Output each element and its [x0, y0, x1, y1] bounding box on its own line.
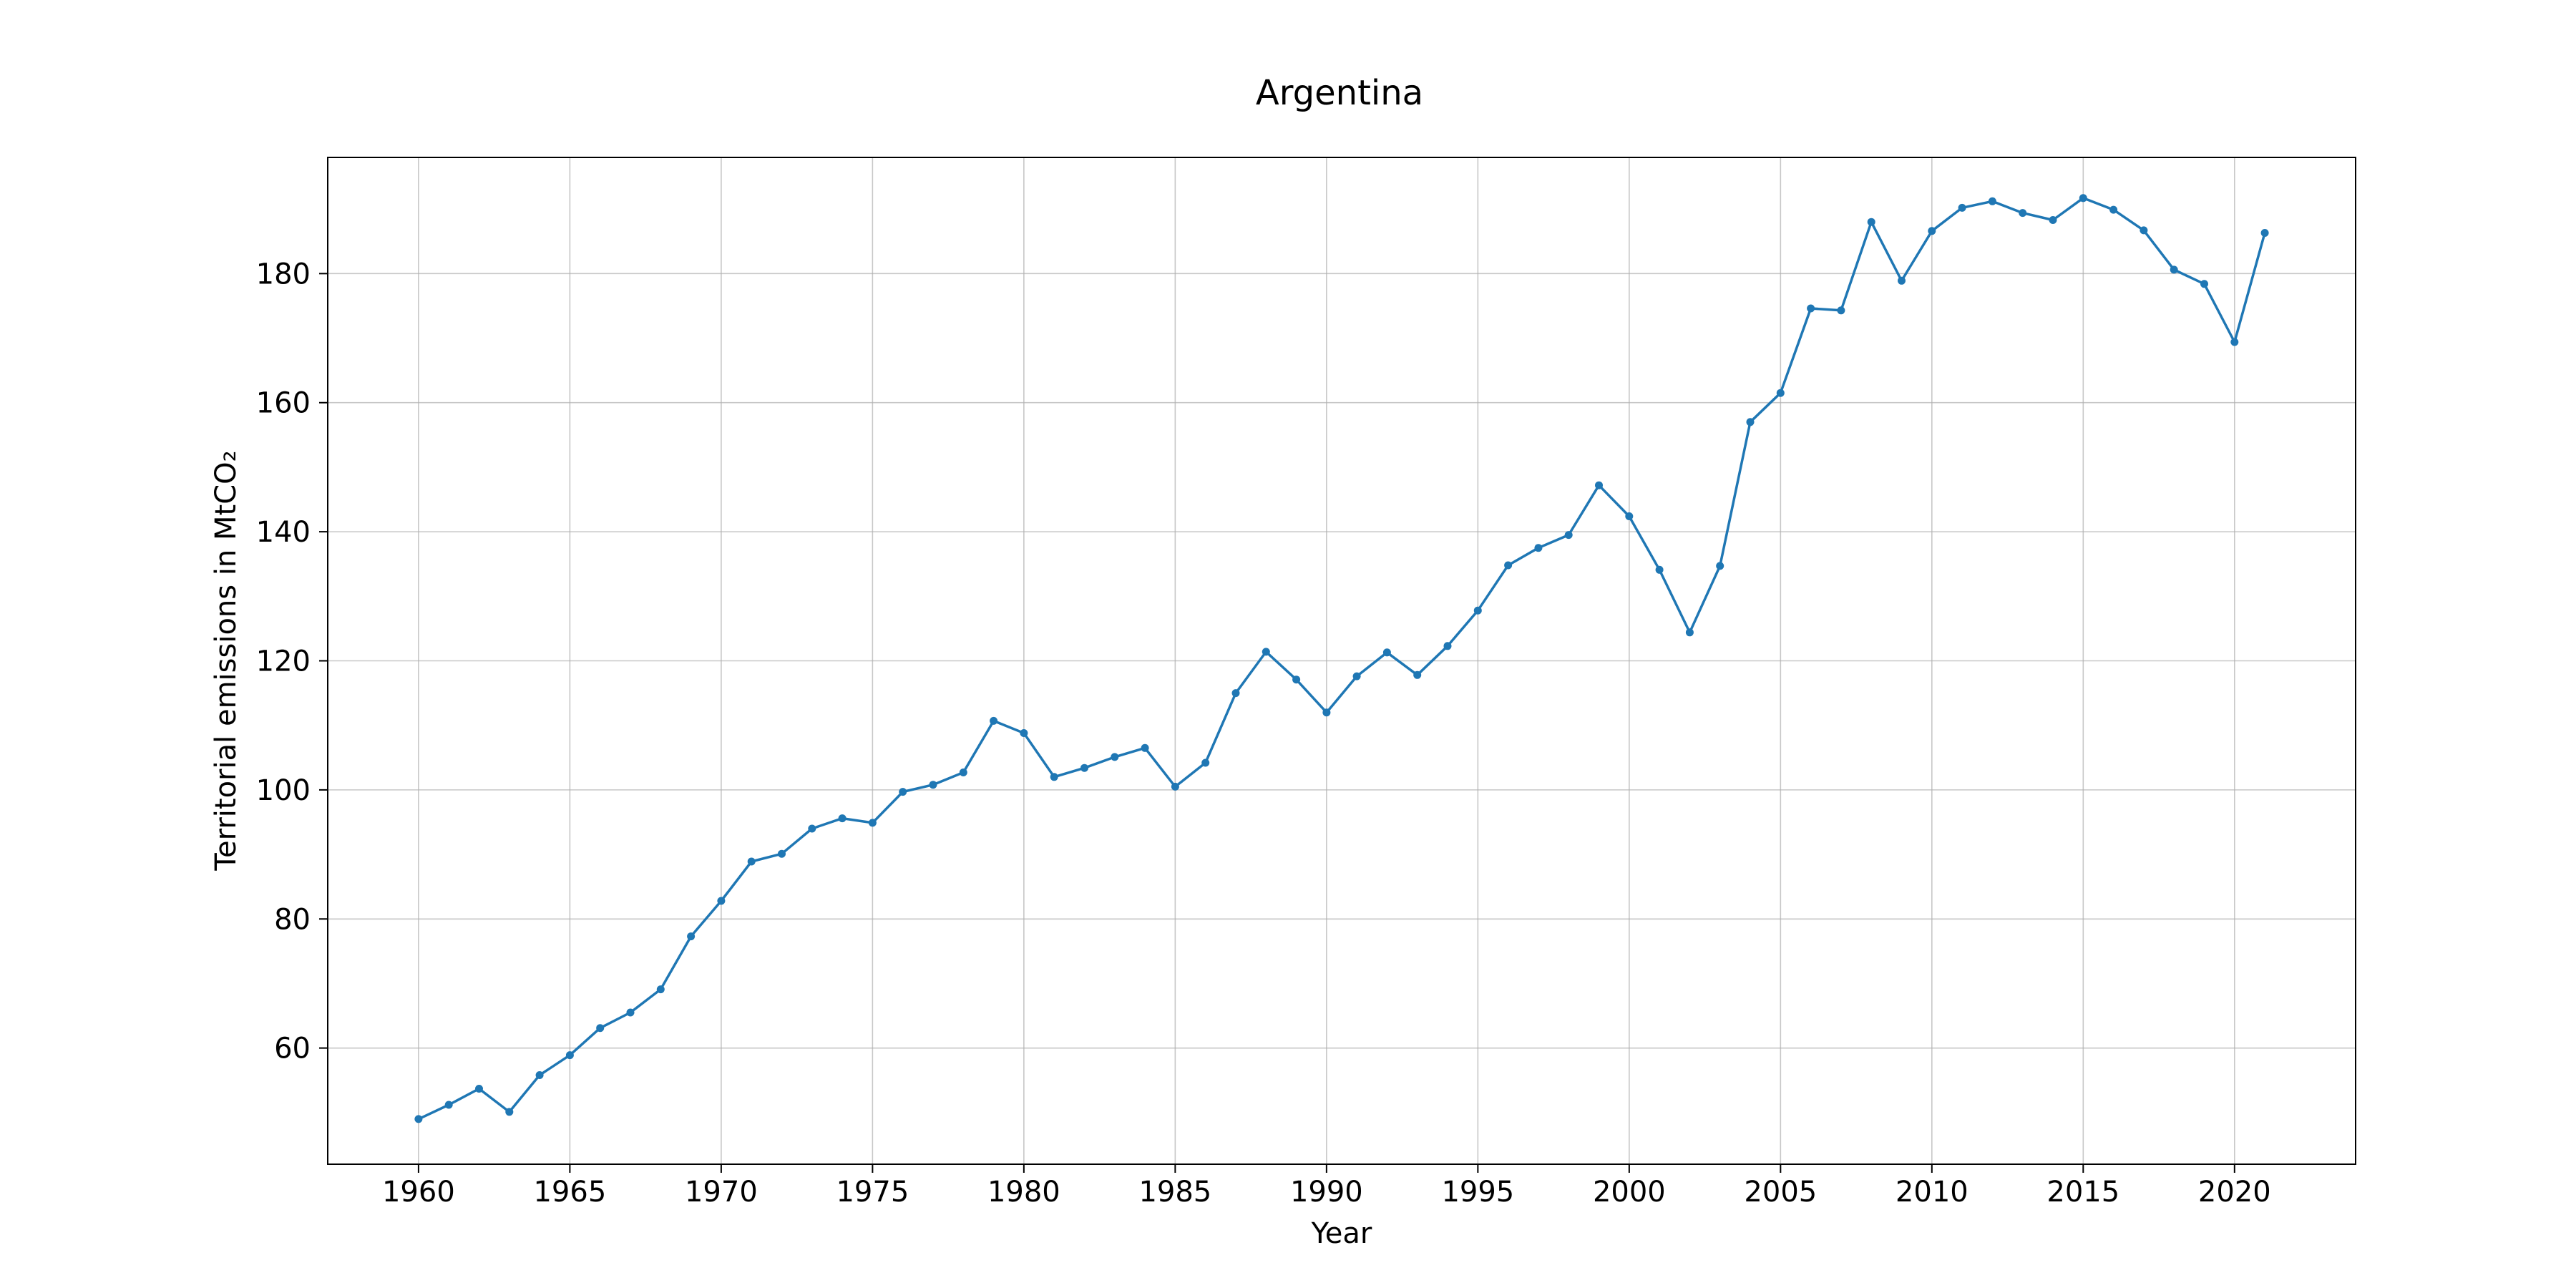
- data-point: [1322, 708, 1331, 717]
- x-tick-label: 1995: [1441, 1176, 1514, 1209]
- data-point: [1080, 763, 1088, 772]
- x-tick-label: 2010: [1896, 1176, 1968, 1209]
- y-tick-label: 180: [256, 258, 311, 291]
- data-point: [626, 1008, 635, 1017]
- data-point: [929, 781, 937, 789]
- chart-title: Argentina: [1256, 73, 1423, 113]
- data-point: [2079, 194, 2087, 203]
- data-point: [1231, 689, 1240, 698]
- data-point: [1564, 531, 1573, 540]
- data-point: [1292, 675, 1301, 684]
- x-tick-label: 1980: [987, 1176, 1060, 1209]
- data-point: [1898, 276, 1906, 285]
- data-point: [990, 716, 998, 725]
- x-tick-label: 1975: [836, 1176, 909, 1209]
- y-tick-label: 100: [256, 774, 311, 807]
- data-point: [656, 985, 665, 994]
- data-point: [1928, 227, 1936, 235]
- data-point: [1050, 773, 1058, 781]
- data-point: [1534, 544, 1543, 552]
- data-point: [1625, 512, 1634, 520]
- x-tick-label: 2015: [2046, 1176, 2119, 1209]
- data-point: [1111, 753, 1119, 761]
- data-point: [899, 788, 907, 796]
- data-point: [414, 1115, 423, 1123]
- data-point: [1352, 672, 1361, 680]
- data-point: [596, 1024, 605, 1033]
- data-point: [2260, 229, 2269, 237]
- data-point: [1020, 729, 1028, 737]
- y-tick-label: 160: [256, 387, 311, 420]
- data-point: [1958, 203, 1966, 212]
- x-tick-label: 1970: [685, 1176, 758, 1209]
- data-point: [1807, 304, 1815, 313]
- x-tick-label: 2005: [1744, 1176, 1817, 1209]
- data-point: [778, 849, 786, 858]
- data-point: [1473, 606, 1482, 615]
- x-tick-label: 2000: [1593, 1176, 1666, 1209]
- data-point: [959, 769, 967, 776]
- data-point: [475, 1085, 483, 1093]
- x-tick-label: 1960: [382, 1176, 455, 1209]
- data-point: [1201, 758, 1210, 767]
- y-tick-label: 80: [274, 903, 311, 936]
- data-point: [1443, 642, 1452, 650]
- x-tick-label: 1985: [1138, 1176, 1211, 1209]
- data-point: [717, 897, 726, 905]
- series-layer: [414, 194, 2269, 1123]
- data-point: [1988, 197, 1996, 205]
- data-point: [565, 1051, 574, 1060]
- x-tick-label: 1965: [533, 1176, 606, 1209]
- x-tick-label: 1990: [1290, 1176, 1363, 1209]
- data-point: [1504, 561, 1513, 570]
- data-point: [838, 814, 847, 823]
- grid-layer: [328, 157, 2356, 1164]
- data-point: [868, 819, 877, 827]
- data-point: [1655, 565, 1664, 574]
- data-point: [1716, 562, 1724, 570]
- x-axis-label: Year: [1311, 1217, 1372, 1250]
- y-tick-label: 120: [256, 645, 311, 678]
- x-tick-label: 2020: [2198, 1176, 2271, 1209]
- data-point: [2230, 338, 2239, 346]
- data-point: [2170, 265, 2178, 274]
- data-point: [1685, 628, 1694, 637]
- data-point: [1776, 389, 1785, 397]
- data-point: [747, 857, 756, 866]
- data-point: [444, 1101, 453, 1109]
- data-point: [2200, 280, 2208, 288]
- data-point: [1867, 218, 1875, 226]
- data-point: [2109, 205, 2118, 214]
- data-point: [687, 932, 696, 941]
- data-point: [535, 1071, 544, 1079]
- data-point: [1413, 670, 1422, 679]
- data-point: [505, 1108, 514, 1116]
- tick-layer: 1960 1965 1970 1975 1980 1985 1990 1995 2000 2005…: [256, 258, 2271, 1209]
- y-tick-label: 60: [274, 1033, 311, 1065]
- data-point: [1595, 481, 1603, 489]
- data-point: [2140, 226, 2148, 235]
- data-point: [1837, 306, 1845, 315]
- y-axis-label: Territorial emissions in MtCO₂: [210, 450, 243, 871]
- data-point: [1141, 743, 1149, 752]
- data-point: [1262, 648, 1270, 656]
- y-tick-label: 140: [256, 516, 311, 549]
- data-point: [1171, 782, 1179, 791]
- data-point: [1746, 418, 1755, 426]
- data-point: [2049, 216, 2057, 224]
- data-point: [2019, 209, 2027, 218]
- data-point: [808, 824, 816, 833]
- series-line: [418, 197, 2266, 1121]
- data-point: [1382, 648, 1391, 657]
